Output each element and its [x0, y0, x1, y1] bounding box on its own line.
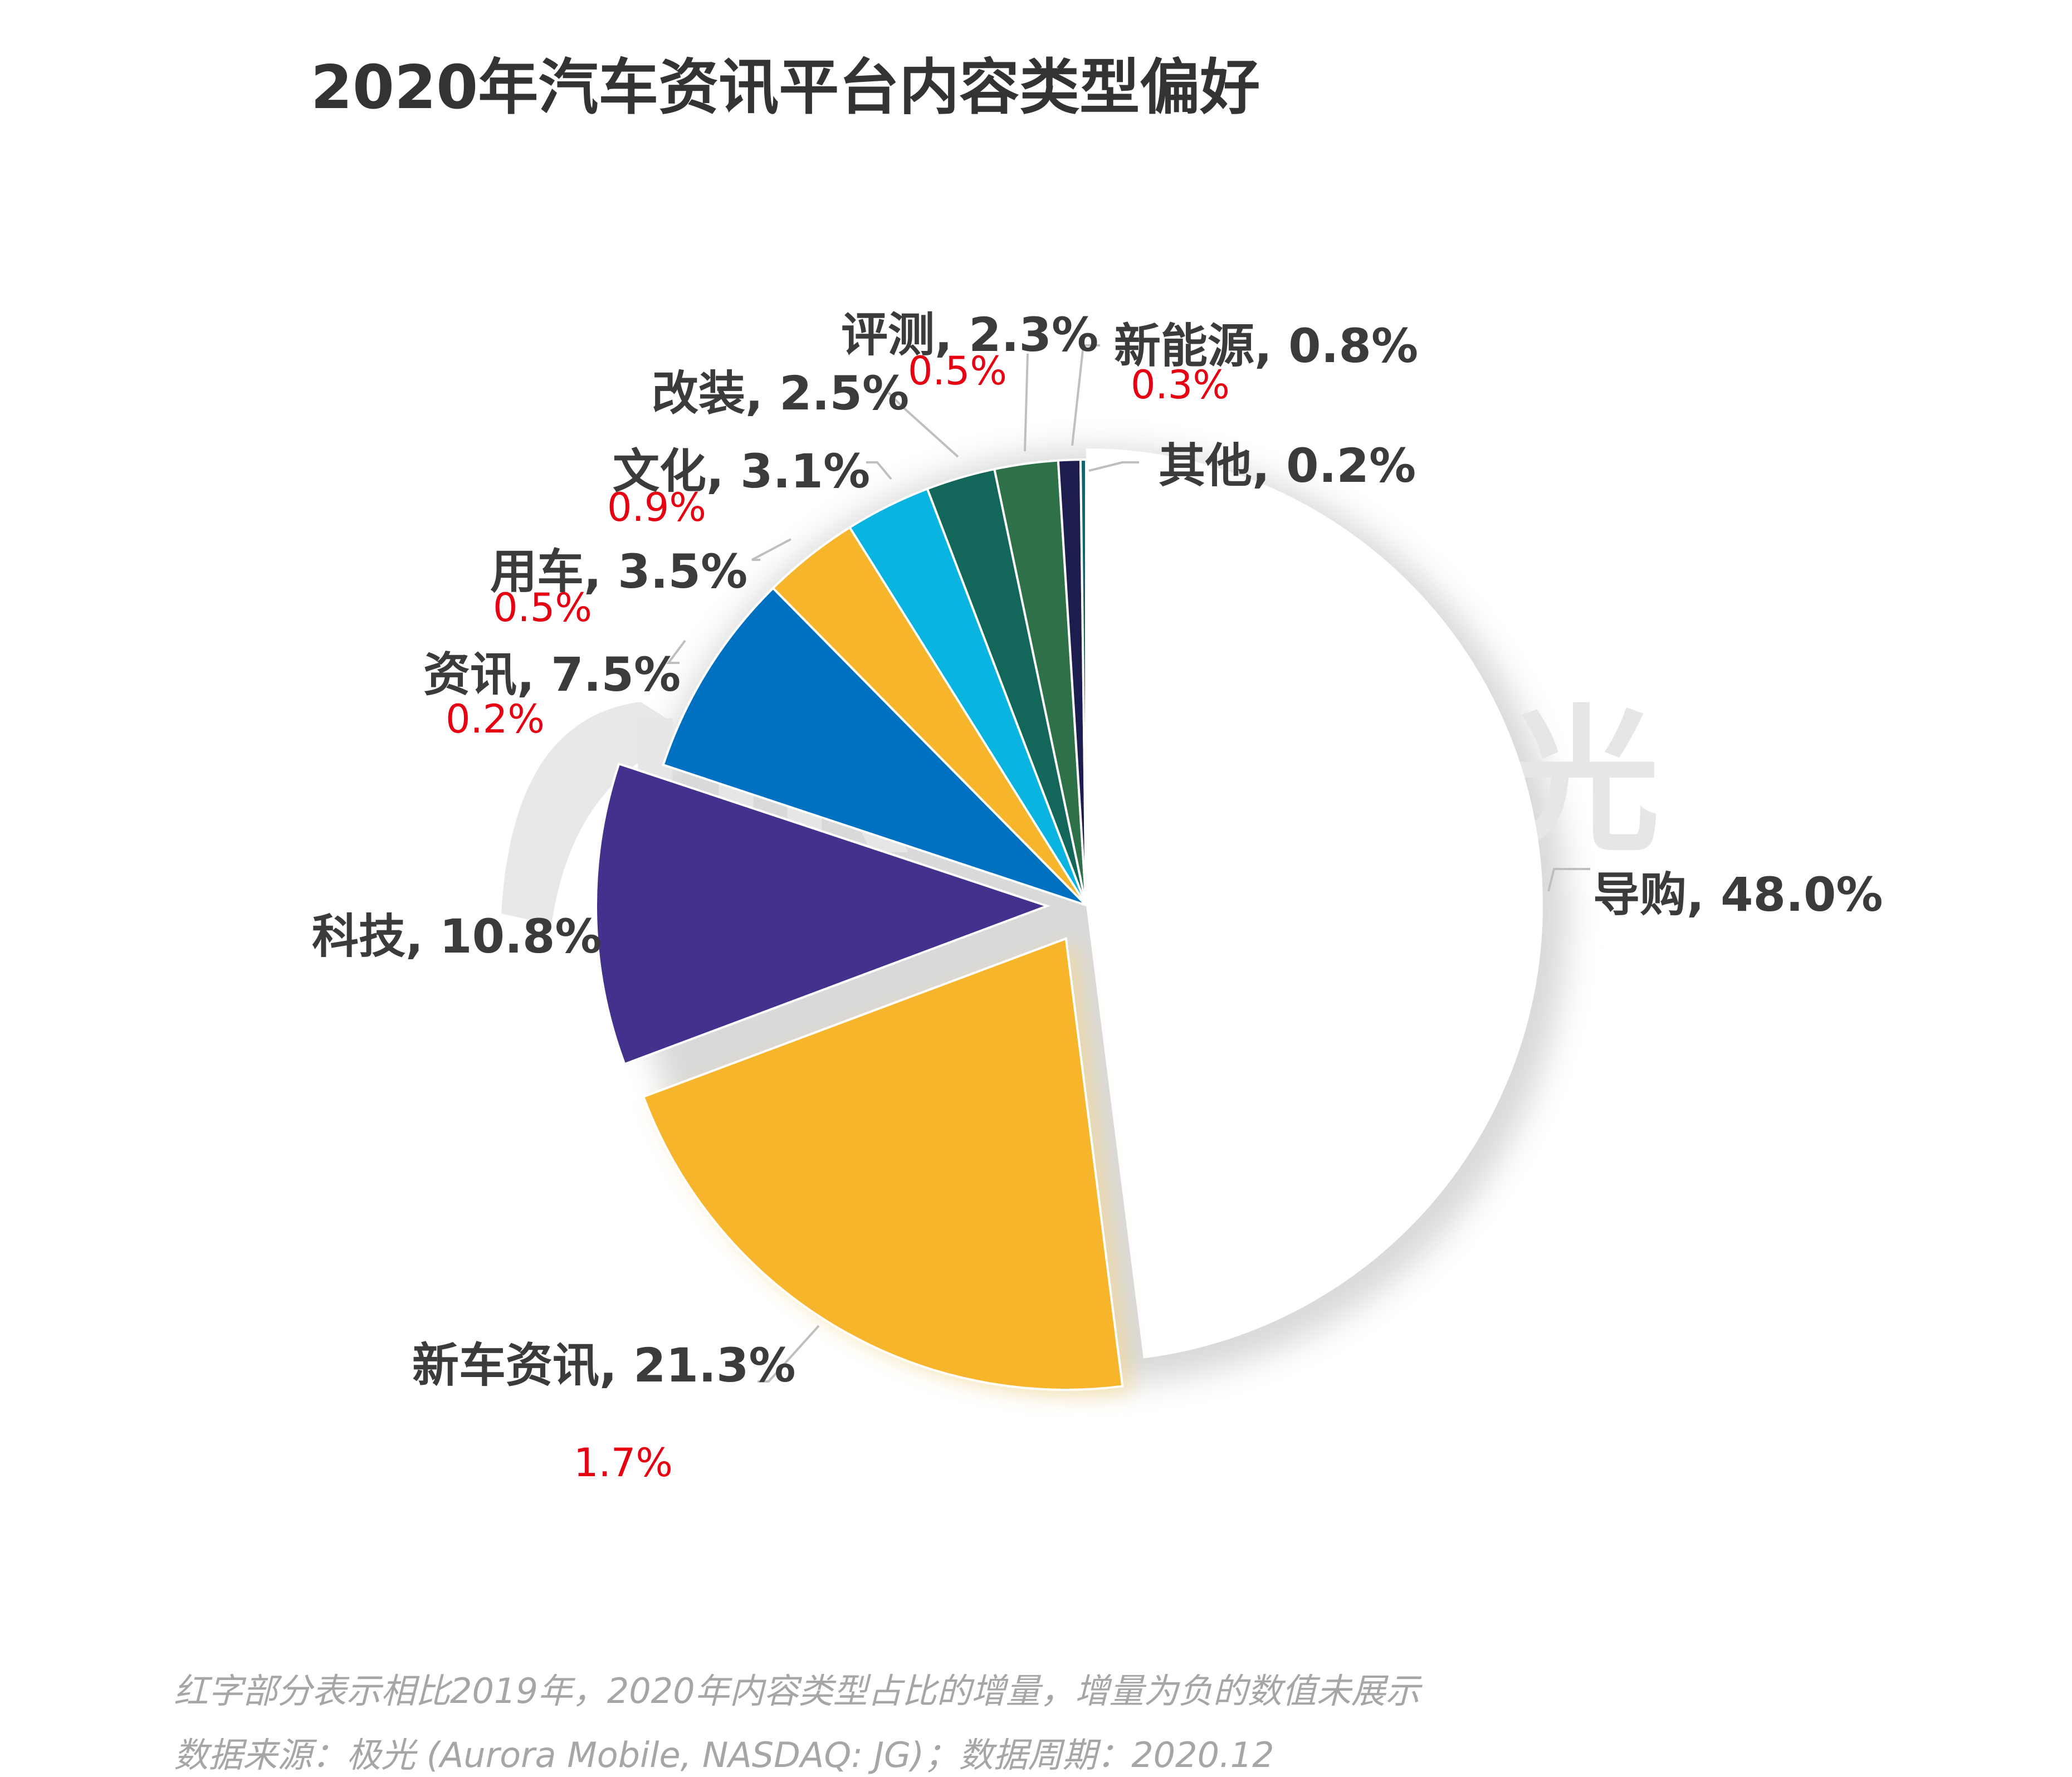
footnote-source: 数据来源：极光 (Aurora Mobile, NASDAQ: JG)；数据周期… — [174, 1735, 1274, 1775]
increase-label: 0.2% — [446, 696, 545, 742]
leader-line — [1071, 344, 1100, 446]
leader-line — [866, 461, 892, 480]
data-label: 文化, 3.1% — [613, 444, 870, 499]
data-label: 改装, 2.5% — [652, 366, 909, 421]
data-label: 用车, 3.5% — [490, 544, 747, 599]
data-label: 其他, 0.2% — [1159, 438, 1416, 493]
leader-line — [887, 392, 959, 458]
leader-line — [758, 1325, 820, 1383]
watermark-logo-icon — [501, 702, 693, 925]
increase-label: 0.5% — [493, 585, 592, 631]
increase-label: 0.5% — [908, 348, 1007, 394]
pie-slice-10 — [1079, 458, 1087, 906]
increase-label: 0.3% — [1131, 362, 1230, 408]
leader-line — [1024, 353, 1029, 452]
data-label: 新车资讯, 21.3% — [412, 1338, 796, 1393]
pie-slice-2 — [642, 937, 1124, 1391]
data-label: 评测, 2.3% — [841, 307, 1098, 362]
leader-line — [751, 538, 791, 561]
footnote-note: 红字部分表示相比2019年，2020年内容类型占比的增量，增量为负的数值未展示 — [174, 1671, 1420, 1711]
leader-line — [1088, 461, 1139, 472]
leader-line — [666, 639, 686, 664]
increase-label: 1.7% — [574, 1440, 673, 1486]
data-label: 科技, 10.8% — [312, 909, 602, 964]
pie-slice-1 — [1086, 448, 1543, 1359]
data-label: 导购, 48.0% — [1593, 867, 1883, 922]
leader-line — [1547, 868, 1590, 892]
data-label: 新能源, 0.8% — [1114, 319, 1418, 373]
increase-label: 0.9% — [607, 485, 706, 530]
data-label: 资讯, 7.5% — [423, 647, 681, 702]
pie-slice-4 — [662, 586, 1087, 906]
chart-title: 2020年汽车资讯平台内容类型偏好 — [310, 53, 1260, 123]
pie-slice-3 — [595, 762, 1051, 1066]
